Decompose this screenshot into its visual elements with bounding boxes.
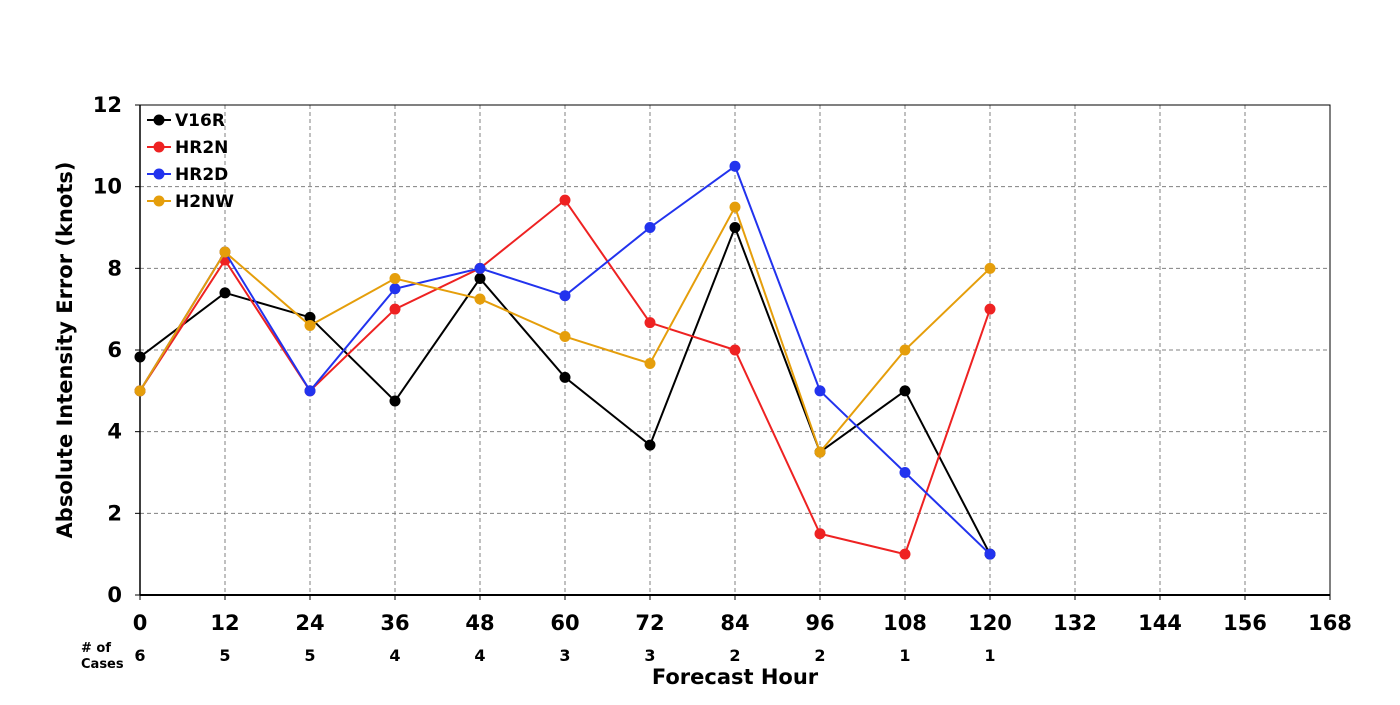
cases-count: 3 <box>559 646 570 665</box>
data-point <box>134 351 146 363</box>
data-point <box>644 222 656 233</box>
legend-marker <box>153 141 165 153</box>
legend-label: V16R <box>175 111 225 131</box>
data-point <box>729 160 741 172</box>
y-tick-label: 2 <box>107 501 122 525</box>
cases-row: # of Cases 6 5 5 4 4 3 3 2 2 1 1 <box>81 641 996 672</box>
x-tick-label: 108 <box>883 611 927 635</box>
data-point <box>814 528 826 540</box>
data-point <box>219 287 231 299</box>
y-tick-label: 10 <box>93 175 122 199</box>
y-tick-label: 8 <box>107 256 122 280</box>
data-point <box>729 222 741 233</box>
x-tick-label: 72 <box>635 611 664 635</box>
data-point <box>389 273 401 285</box>
x-tick-label: 156 <box>1223 611 1267 635</box>
data-point <box>644 317 656 329</box>
legend-item: HR2D <box>147 165 228 185</box>
legend-item: V16R <box>147 111 225 131</box>
x-tick-label: 144 <box>1138 611 1182 635</box>
legend-label: HR2D <box>175 165 228 185</box>
legend-marker <box>153 168 165 180</box>
data-point <box>304 385 316 397</box>
data-point <box>644 357 656 369</box>
legend-item: H2NW <box>147 192 234 212</box>
x-tick-label: 48 <box>465 611 494 635</box>
legend-marker <box>153 195 165 207</box>
y-axis-title: Absolute Intensity Error (knots) <box>53 162 77 539</box>
series-h2nw <box>134 201 996 458</box>
y-tick-label: 6 <box>107 338 122 362</box>
cases-count: 4 <box>389 646 400 665</box>
y-tick-label: 0 <box>107 583 122 607</box>
data-point <box>729 201 741 213</box>
x-tick-label: 120 <box>968 611 1012 635</box>
data-point <box>559 194 571 206</box>
data-point <box>899 344 911 356</box>
data-point <box>474 273 486 285</box>
cases-count: 6 <box>134 646 145 665</box>
x-tick-label: 12 <box>210 611 239 635</box>
data-point <box>219 246 231 258</box>
data-point <box>304 311 316 323</box>
data-point <box>389 283 401 295</box>
x-tick-label: 84 <box>720 611 749 635</box>
legend-marker <box>153 114 165 126</box>
data-point <box>474 293 486 305</box>
data-point <box>389 303 401 315</box>
data-point <box>899 548 911 560</box>
data-point <box>984 262 996 274</box>
cases-count: 2 <box>814 646 825 665</box>
series-lines <box>134 160 996 560</box>
cases-count: 4 <box>474 646 485 665</box>
cases-count: 5 <box>219 646 230 665</box>
data-point <box>814 446 826 458</box>
y-tick-labels: 0 2 4 6 8 10 12 <box>93 93 140 607</box>
data-point <box>984 303 996 315</box>
y-tick-label: 12 <box>93 93 122 117</box>
data-point <box>899 385 911 397</box>
x-tick-label: 36 <box>380 611 409 635</box>
series-v16r <box>134 222 996 560</box>
data-point <box>644 439 656 451</box>
x-axis-title: Forecast Hour <box>652 665 819 689</box>
data-point <box>559 290 571 302</box>
cases-label-line2: Cases <box>81 657 124 672</box>
data-point <box>899 467 911 478</box>
legend: V16R HR2N HR2D H2NW <box>147 111 234 212</box>
x-tick-label: 132 <box>1053 611 1097 635</box>
legend-item: HR2N <box>147 138 228 158</box>
data-point <box>559 331 571 343</box>
cases-count: 3 <box>644 646 655 665</box>
x-tick-label: 24 <box>295 611 324 635</box>
x-tick-labels: 0 12 24 36 48 60 72 84 96 108 120 132 144 156 168 <box>133 595 1352 635</box>
legend-label: H2NW <box>175 192 234 212</box>
y-tick-label: 4 <box>107 420 122 444</box>
x-tick-label: 0 <box>133 611 148 635</box>
x-tick-label: 96 <box>805 611 834 635</box>
data-point <box>729 344 741 356</box>
x-tick-label: 60 <box>550 611 579 635</box>
data-point <box>814 385 826 397</box>
legend-label: HR2N <box>175 138 228 158</box>
data-point <box>984 548 996 560</box>
cases-count: 2 <box>729 646 740 665</box>
data-point <box>304 320 316 331</box>
cases-count: 1 <box>899 646 910 665</box>
data-point <box>134 385 146 397</box>
data-point <box>389 395 401 407</box>
x-tick-label: 168 <box>1308 611 1352 635</box>
cases-label-line1: # of <box>81 641 111 656</box>
cases-count: 5 <box>304 646 315 665</box>
data-point <box>474 262 486 274</box>
cases-count: 1 <box>984 646 995 665</box>
data-point <box>559 371 571 383</box>
